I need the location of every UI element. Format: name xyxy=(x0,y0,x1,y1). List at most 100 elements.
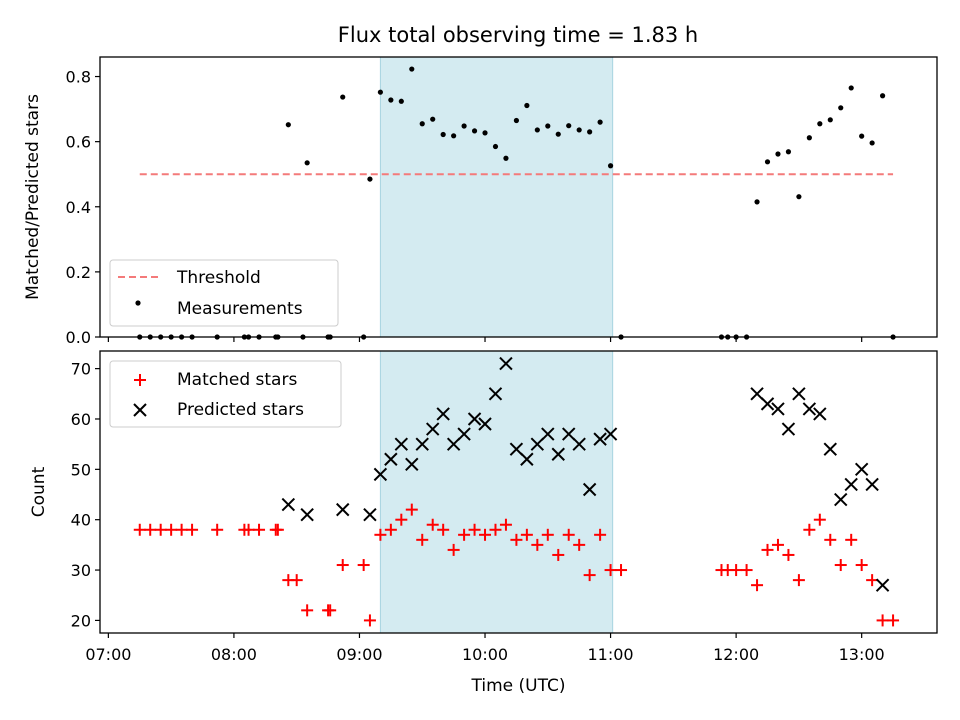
matched-star-marker xyxy=(133,523,146,536)
predicted-star-marker xyxy=(520,452,534,466)
x-axis-label: Time (UTC) xyxy=(471,676,566,696)
predicted-star-marker xyxy=(478,417,492,431)
cross-stroke xyxy=(478,417,492,431)
x-tick-label: 08:00 xyxy=(211,645,257,664)
x-tick-label: 11:00 xyxy=(588,645,634,664)
predicted-star-marker xyxy=(457,427,471,441)
observation-window-shade xyxy=(379,56,614,338)
cross-stroke xyxy=(781,422,796,436)
legend-plus-marker xyxy=(134,374,146,386)
matched-star-marker xyxy=(165,523,178,536)
cross-stroke xyxy=(802,402,817,416)
matched-star-marker xyxy=(866,574,879,587)
y-tick-label: 20 xyxy=(71,611,91,630)
y-tick-label: 0.0 xyxy=(66,328,91,347)
matched-star-marker xyxy=(384,523,397,536)
predicted-star-marker xyxy=(415,437,429,451)
matched-star-marker xyxy=(458,528,471,541)
measurement-point xyxy=(482,130,488,136)
measurement-point xyxy=(785,149,792,155)
matched-star-marker xyxy=(552,548,565,561)
x-tick-label: 12:00 xyxy=(713,645,759,664)
legend-measurements-label: Measurements xyxy=(177,299,303,319)
matched-star-marker xyxy=(290,574,303,587)
cross-stroke xyxy=(834,492,848,507)
cross-stroke xyxy=(541,427,555,441)
measurement-point xyxy=(377,89,383,95)
measurement-point xyxy=(566,123,572,129)
cross-stroke xyxy=(133,403,147,417)
cross-stroke xyxy=(844,477,858,492)
measurement-point xyxy=(304,160,310,166)
cross-stroke xyxy=(792,387,806,401)
cross-stroke xyxy=(467,412,482,426)
x-tick-label: 10:00 xyxy=(462,645,508,664)
measurement-point xyxy=(367,176,373,182)
matched-star-marker xyxy=(144,523,157,536)
cross-stroke xyxy=(865,477,879,492)
predicted-star-marker xyxy=(582,482,597,497)
count-axis-ticks: 07:00 08:00 09:00 10:00 11:00 12:00 13:00 20 30 4… xyxy=(71,360,885,664)
y-tick-label: 0.2 xyxy=(66,263,91,282)
matched-star-marker xyxy=(357,559,370,572)
matched-star-marker xyxy=(374,528,387,541)
measurement-point xyxy=(440,131,446,138)
count-plot-panel: 07:00 08:00 09:00 10:00 11:00 12:00 13:00 20 30 4… xyxy=(29,350,938,696)
cross-stroke xyxy=(760,397,775,411)
predicted-star-marker xyxy=(509,442,524,456)
matched-star-marker xyxy=(604,564,617,577)
cross-stroke xyxy=(426,422,440,436)
y-tick-label: 0.4 xyxy=(66,198,91,217)
measurement-point xyxy=(838,105,844,111)
matched-star-marker xyxy=(468,523,481,536)
measurement-point xyxy=(513,117,520,124)
cross-stroke xyxy=(384,452,398,466)
matched-star-marker xyxy=(253,523,266,536)
measurement-point xyxy=(576,127,582,133)
predicted-star-marker xyxy=(281,497,296,512)
chart-title: Flux total observing time = 1.83 h xyxy=(338,23,698,47)
matched-star-marker xyxy=(242,523,255,536)
count-y-axis-label: Count xyxy=(29,466,49,517)
x-tick-label: 09:00 xyxy=(336,645,382,664)
matched-star-marker xyxy=(395,513,408,526)
count-legend: Matched stars Predicted stars xyxy=(109,360,342,428)
measurement-point xyxy=(419,121,425,127)
matched-star-marker xyxy=(782,548,795,561)
matched-star-marker xyxy=(803,523,816,536)
cross-stroke xyxy=(750,387,764,401)
predicted-star-marker xyxy=(405,457,419,472)
predicted-star-marker xyxy=(530,437,545,451)
matched-star-marker xyxy=(792,574,805,587)
predicted-star-marker xyxy=(300,507,314,522)
matched-star-marker xyxy=(489,523,502,536)
cross-stroke xyxy=(436,407,450,421)
matched-star-marker xyxy=(615,564,628,577)
predicted-star-marker xyxy=(363,507,377,522)
cross-stroke xyxy=(572,437,586,451)
cross-stroke xyxy=(300,507,314,522)
cross-stroke xyxy=(582,482,597,497)
matched-star-marker xyxy=(510,533,523,546)
measurement-point xyxy=(806,135,812,141)
matched-star-marker xyxy=(876,614,889,627)
y-tick-label: 30 xyxy=(71,561,91,580)
predicted-star-marker xyxy=(426,422,440,436)
cross-stroke xyxy=(499,356,513,371)
cross-stroke xyxy=(530,437,545,451)
cross-stroke xyxy=(488,387,503,401)
predicted-star-marker xyxy=(844,477,858,492)
predicted-star-marker xyxy=(499,356,513,371)
cross-stroke xyxy=(281,497,296,512)
measurement-point xyxy=(754,199,760,205)
matched-star-marker xyxy=(499,518,512,531)
predicted-star-marker xyxy=(865,477,879,492)
predicted-star-marker xyxy=(875,578,890,592)
matched-star-marker xyxy=(573,538,586,551)
matched-star-marker xyxy=(186,523,199,536)
predicted-star-marker xyxy=(603,427,618,441)
x-tick-label: 13:00 xyxy=(839,645,885,664)
measurement-point xyxy=(848,85,854,91)
predicted-star-markers xyxy=(281,356,890,592)
matched-star-marker xyxy=(520,528,533,541)
